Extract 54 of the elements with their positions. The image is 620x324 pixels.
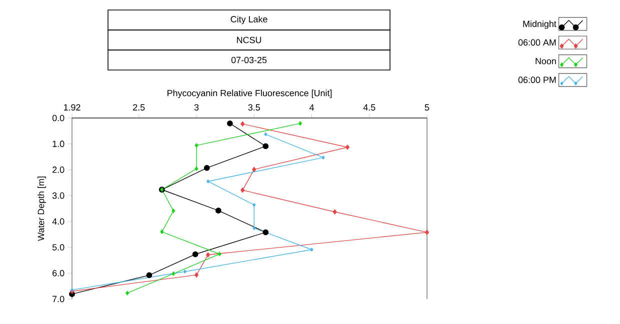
point	[206, 252, 210, 258]
y-tick-label: 3.0	[52, 192, 64, 199]
point	[194, 272, 199, 278]
point	[206, 179, 210, 184]
point	[322, 156, 325, 160]
x-tick-label: 1.92	[64, 104, 80, 111]
point	[226, 120, 233, 126]
point	[332, 209, 337, 214]
y-tick-label: 6.0	[52, 270, 64, 276]
point	[252, 226, 256, 230]
point	[183, 270, 186, 274]
y-tick-label: 5.0	[52, 244, 64, 250]
point	[252, 166, 256, 172]
point	[218, 252, 222, 256]
point	[194, 143, 198, 148]
point	[240, 121, 245, 127]
point	[192, 251, 198, 258]
legend-label: 06:00 AM	[518, 39, 556, 46]
point	[172, 271, 176, 276]
chart-subtitle: NCSU	[237, 36, 262, 44]
y-tick-label: 1.0	[52, 140, 64, 148]
point	[172, 208, 176, 214]
point	[126, 290, 130, 296]
y-tick-label: 7.0	[52, 296, 64, 302]
point	[345, 144, 350, 150]
x-tick-label: 4	[309, 104, 314, 111]
point	[215, 208, 222, 214]
x-tick-label: 3	[194, 104, 199, 111]
point	[252, 202, 256, 207]
x-tick-label: 4.5	[363, 104, 376, 111]
point	[240, 188, 245, 193]
y-tick-label: 2.0	[52, 166, 64, 173]
legend-label: Midnight	[523, 20, 556, 29]
point	[262, 143, 269, 150]
x-tick-label: 3.5	[248, 104, 260, 111]
point	[160, 230, 164, 234]
point	[194, 166, 198, 171]
point	[264, 132, 268, 136]
x-axis-title: Phycocyanin Relative Fluorescence [Unit]	[168, 90, 332, 98]
y-axis-title: Water Depth [m]	[38, 176, 46, 241]
x-tick-label: 5	[424, 104, 430, 111]
point	[424, 230, 430, 235]
point	[262, 229, 269, 236]
y-tick-label: 0.0	[52, 114, 64, 122]
point	[146, 272, 152, 278]
point	[204, 164, 210, 171]
legend-label: Noon	[536, 58, 556, 64]
x-tick-label: 2.5	[133, 104, 145, 111]
chart-title: City Lake	[230, 16, 268, 24]
point	[310, 248, 314, 252]
point	[298, 121, 302, 126]
text: 07-03-25	[231, 56, 267, 64]
legend-label: 06:00 PM	[518, 76, 556, 84]
y-tick-label: 4.0	[52, 218, 64, 225]
